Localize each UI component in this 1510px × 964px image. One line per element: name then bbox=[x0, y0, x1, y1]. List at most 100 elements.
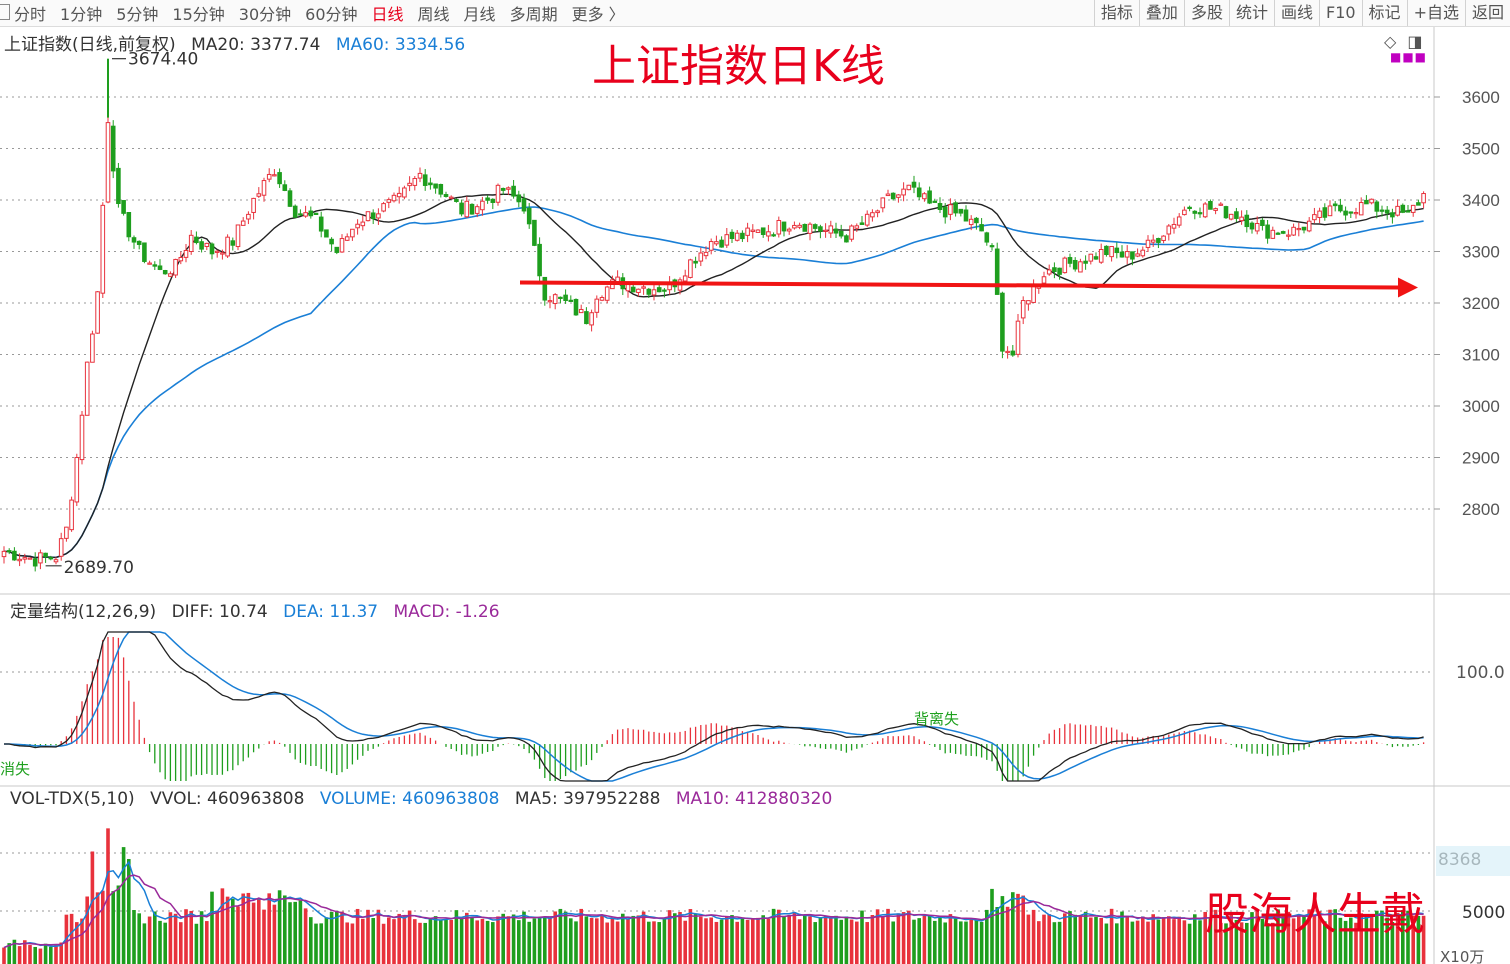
tool-button-2[interactable]: 多股 bbox=[1183, 0, 1229, 26]
volume-bar bbox=[1130, 921, 1135, 964]
volume-bar bbox=[1042, 914, 1046, 964]
volume-bar bbox=[309, 917, 313, 964]
period-tab-1[interactable]: 1分钟 bbox=[60, 5, 103, 24]
candle-body bbox=[1291, 226, 1296, 236]
period-tab-9[interactable]: 多周期 bbox=[509, 5, 558, 24]
volume-bar bbox=[626, 918, 630, 964]
price-tick-label: 3300 bbox=[1462, 243, 1500, 262]
candle-body bbox=[1286, 234, 1291, 237]
volume-bar bbox=[1234, 919, 1239, 964]
volume-bar bbox=[7, 943, 11, 964]
tool-button-0[interactable]: 指标 bbox=[1093, 0, 1139, 26]
price-grid bbox=[0, 27, 1510, 964]
volume-bar bbox=[1245, 922, 1249, 964]
more-dots-icon[interactable]: ■■■ bbox=[1390, 50, 1428, 64]
period-tab-3[interactable]: 15分钟 bbox=[172, 5, 225, 24]
period-tab-8[interactable]: 月线 bbox=[463, 5, 496, 24]
period-tab-7[interactable]: 周线 bbox=[417, 5, 450, 24]
candle-body bbox=[547, 300, 553, 303]
candle-body bbox=[880, 197, 886, 209]
tool-button-1[interactable]: 叠加 bbox=[1138, 0, 1184, 26]
volume-bar bbox=[95, 892, 100, 964]
volume-bar bbox=[205, 921, 209, 964]
candle-body bbox=[1041, 276, 1047, 284]
candle-body bbox=[1026, 300, 1031, 305]
candle-body bbox=[636, 288, 641, 293]
tool-button-7[interactable]: +自选 bbox=[1406, 0, 1465, 26]
volume-bar bbox=[1078, 916, 1083, 964]
volume-bar bbox=[667, 910, 672, 964]
candle-body bbox=[1374, 201, 1380, 212]
vvol-label: VVOL: 460963808 bbox=[150, 789, 305, 809]
period-tab-4[interactable]: 30分钟 bbox=[238, 5, 292, 24]
window-toggle-icon[interactable]: ◨ bbox=[1407, 32, 1423, 51]
volume-bar bbox=[189, 910, 193, 964]
volume-bar bbox=[647, 921, 651, 964]
volume-bar bbox=[1031, 909, 1036, 964]
candle-body bbox=[1109, 245, 1114, 258]
kline-chart[interactable]: 3600 3500 3400 3300 3200 3100 3000 2900 2800 100… bbox=[0, 27, 1510, 964]
candle-body bbox=[760, 227, 766, 235]
volume-bar bbox=[1193, 914, 1197, 964]
candle-body bbox=[178, 256, 184, 262]
candle-body bbox=[922, 193, 927, 200]
volume-bar bbox=[1317, 911, 1322, 964]
volume-bar bbox=[943, 922, 947, 964]
tool-button-4[interactable]: 画线 bbox=[1273, 0, 1319, 26]
volume-bar bbox=[1005, 906, 1010, 964]
volume-bar bbox=[907, 910, 911, 964]
candle-body bbox=[1239, 216, 1244, 222]
diamond-icon[interactable]: ◇ bbox=[1384, 32, 1397, 51]
volume-bar bbox=[1156, 919, 1161, 964]
candle-body bbox=[1395, 205, 1400, 216]
candle-body bbox=[459, 202, 464, 215]
volume-bar bbox=[1011, 892, 1015, 964]
candle-body bbox=[1384, 209, 1390, 214]
volume-bar bbox=[797, 919, 802, 964]
volume-bar bbox=[345, 922, 349, 964]
volume-bar bbox=[553, 911, 557, 964]
candle-body bbox=[896, 194, 901, 198]
volume-bar bbox=[792, 912, 797, 964]
candle-body bbox=[953, 202, 958, 214]
period-tab-2[interactable]: 5分钟 bbox=[116, 5, 159, 24]
tool-button-3[interactable]: 统计 bbox=[1228, 0, 1274, 26]
candle-body bbox=[313, 212, 319, 215]
volume-bar bbox=[917, 918, 921, 964]
candle-body bbox=[1145, 239, 1151, 248]
volume-bar bbox=[1239, 922, 1244, 964]
period-tab-5[interactable]: 60分钟 bbox=[305, 5, 358, 24]
period-tab-10[interactable]: 更多 〉 bbox=[571, 5, 625, 24]
volume-bar bbox=[901, 912, 906, 964]
tool-button-5[interactable]: F10 bbox=[1318, 0, 1362, 26]
candle-body bbox=[1223, 206, 1229, 219]
volume-bar bbox=[329, 911, 334, 964]
period-tab-6[interactable]: 日线 bbox=[371, 5, 404, 24]
volume-bar bbox=[1187, 923, 1192, 964]
panel-toggle-icon[interactable] bbox=[0, 4, 10, 20]
volume-bar bbox=[1182, 920, 1187, 964]
volume-bar bbox=[636, 915, 641, 964]
candle-body bbox=[688, 259, 693, 278]
volume-bar bbox=[1073, 914, 1077, 964]
candle-body bbox=[1161, 235, 1166, 241]
candle-body bbox=[272, 174, 277, 177]
candle-body bbox=[1192, 210, 1198, 214]
candle-body bbox=[568, 299, 574, 302]
tool-button-8[interactable]: 返回 bbox=[1464, 0, 1510, 26]
candle-body bbox=[994, 248, 1000, 295]
volume-bar bbox=[1271, 922, 1275, 964]
period-tab-0[interactable]: 分时 bbox=[14, 5, 47, 24]
volume-bar bbox=[1265, 923, 1270, 964]
tool-button-6[interactable]: 标记 bbox=[1361, 0, 1407, 26]
volume-bar bbox=[719, 919, 724, 964]
volume-bar bbox=[293, 901, 297, 964]
candle-body bbox=[958, 208, 964, 214]
volume-bar bbox=[1224, 923, 1228, 964]
volume-bar bbox=[361, 918, 365, 964]
candle-body bbox=[438, 183, 444, 195]
volume-bar bbox=[844, 916, 849, 964]
volume-bar bbox=[709, 917, 713, 964]
volume-bar bbox=[771, 908, 776, 964]
candle-body bbox=[433, 183, 438, 189]
